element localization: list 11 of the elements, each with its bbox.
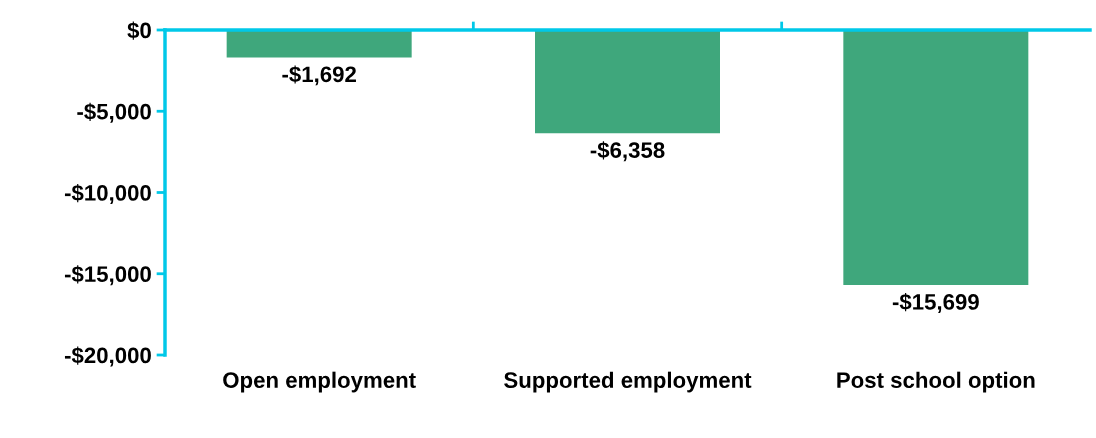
x-tick-label: Post school option	[837, 371, 1035, 393]
x-tick-label: Supported employment	[504, 371, 752, 393]
data-label: -$15,699	[892, 293, 979, 313]
y-tick-label: -$5,000	[77, 102, 151, 123]
y-tick-label: -$20,000	[64, 346, 151, 367]
y-tick-label: -$15,000	[64, 265, 151, 286]
y-tick-label: -$10,000	[64, 184, 151, 204]
data-label: -$6,358	[590, 141, 665, 162]
x-tick-label: Open employment	[223, 371, 416, 393]
data-label: -$1,692	[282, 65, 356, 86]
y-tick-label: $0	[127, 21, 151, 40]
